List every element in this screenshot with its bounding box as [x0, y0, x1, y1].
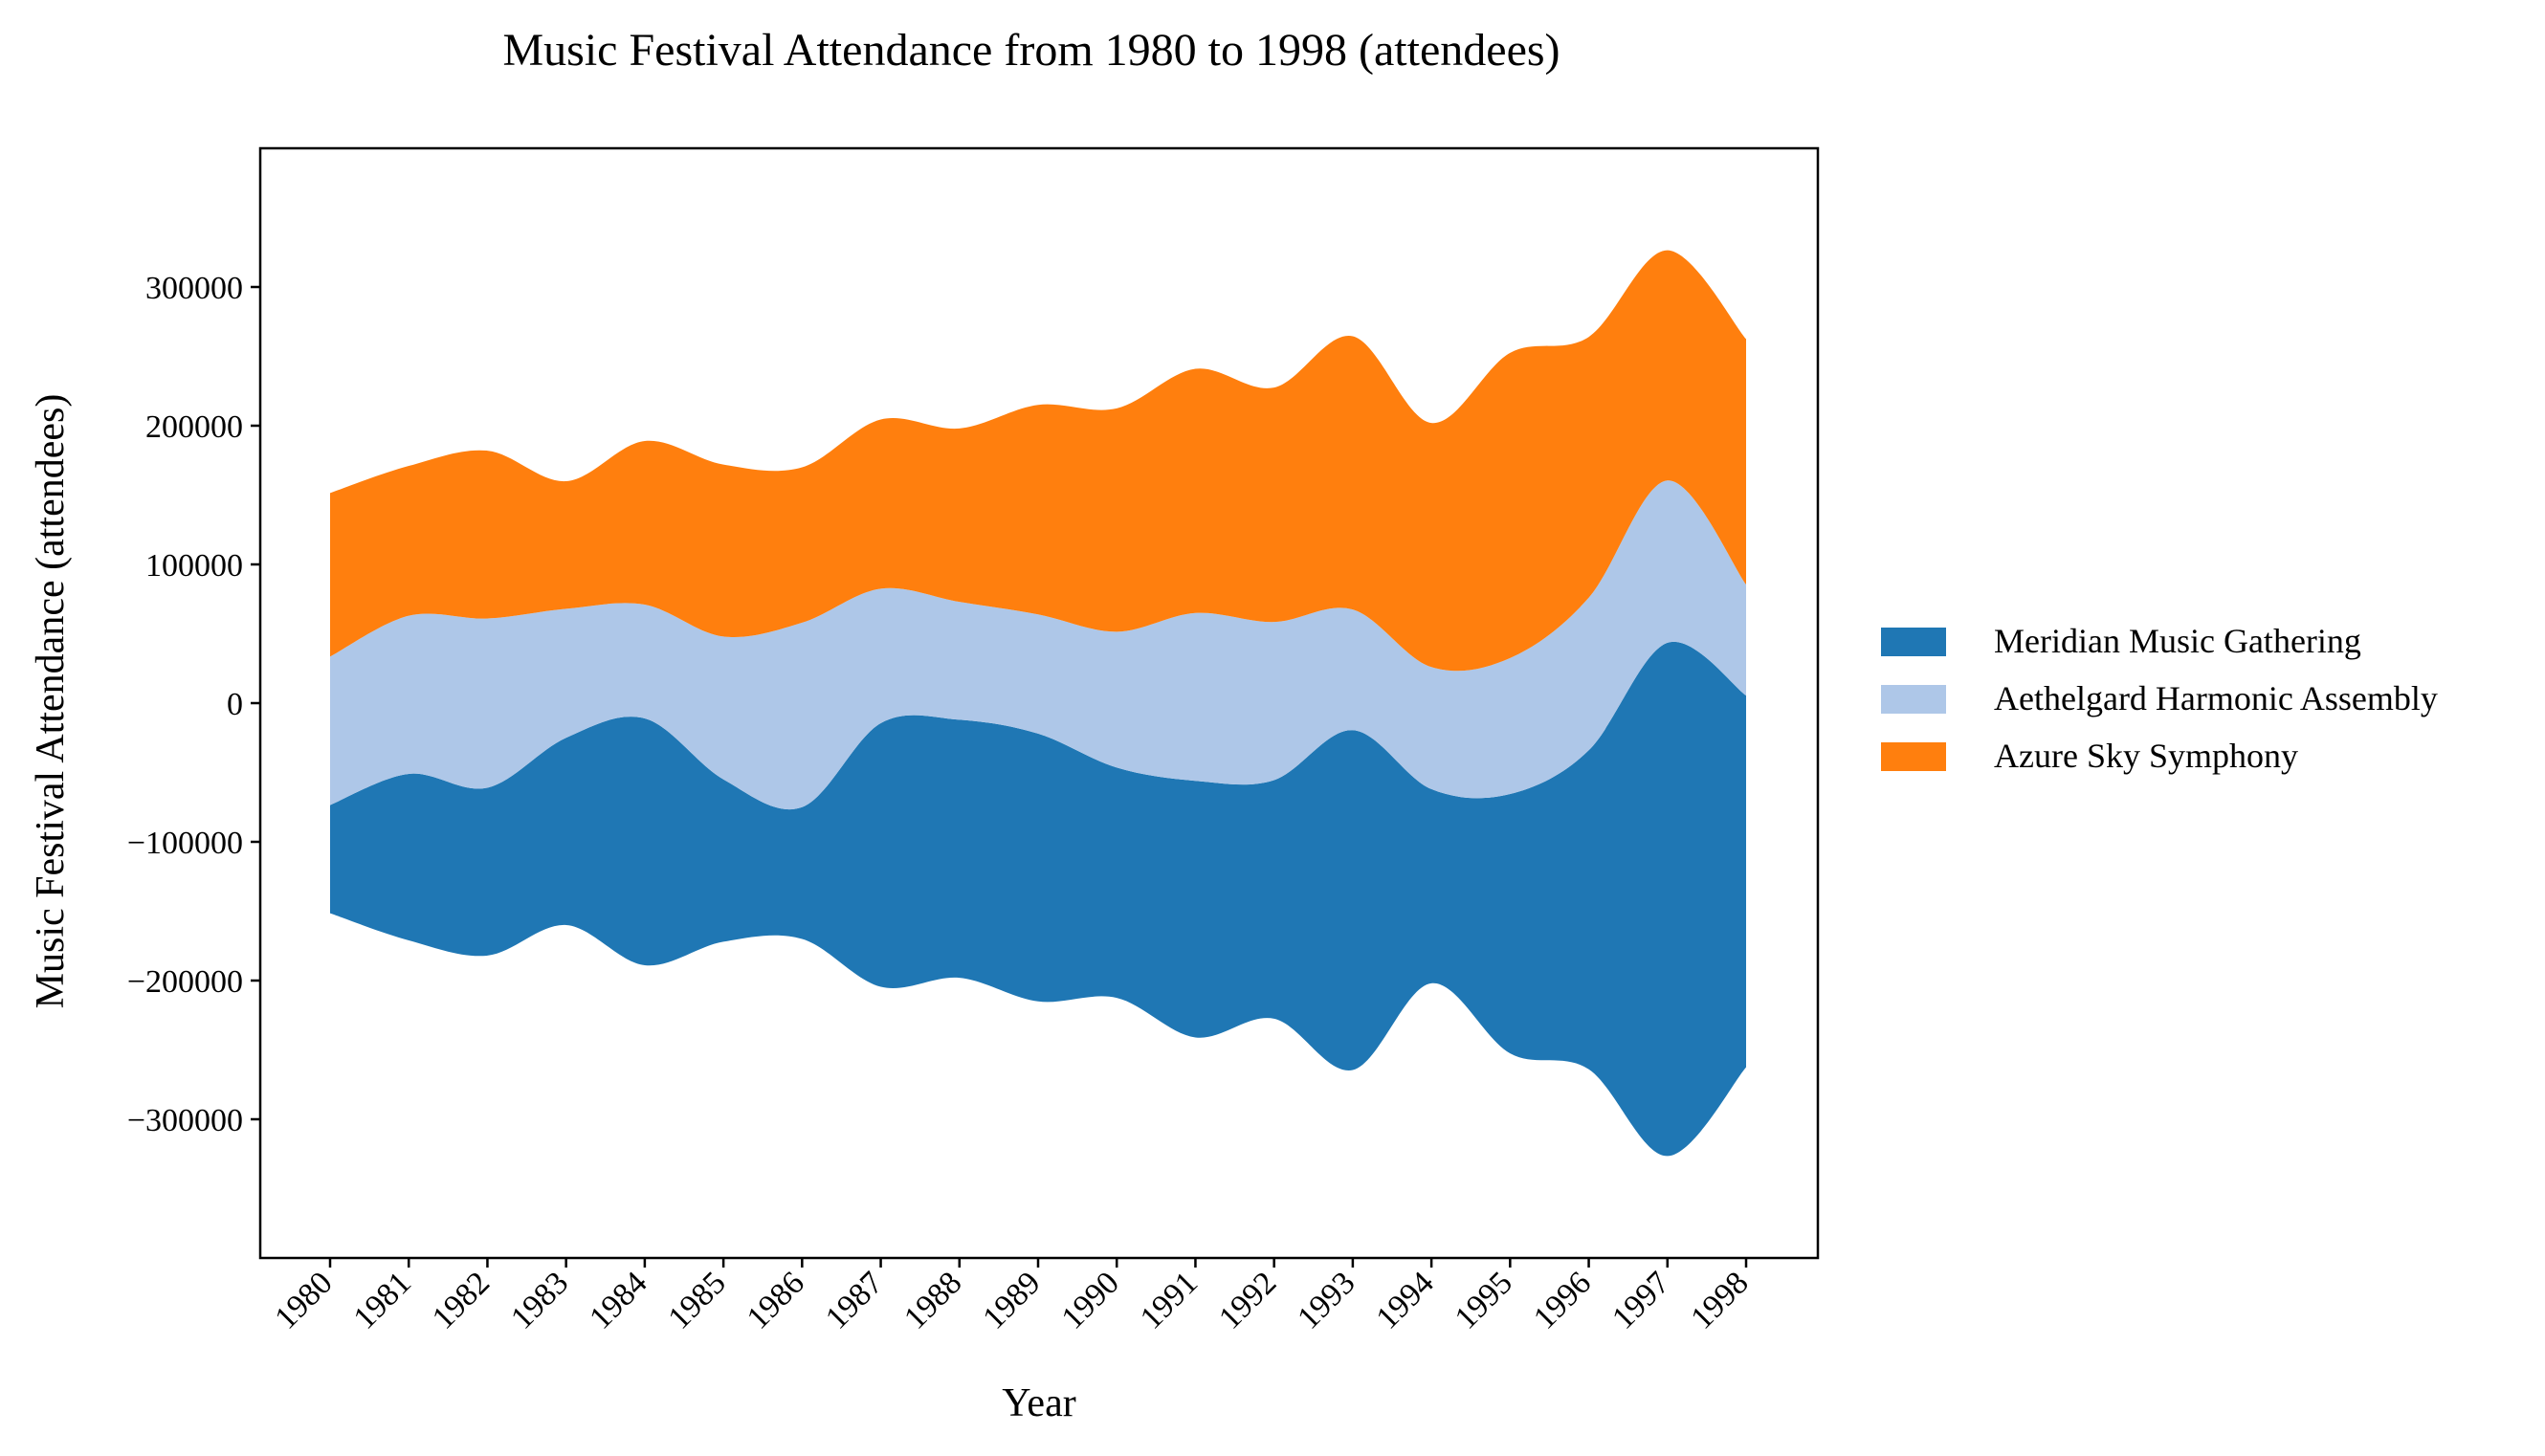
x-tick-label: 1987 — [819, 1265, 890, 1335]
x-axis-label: Year — [1002, 1381, 1075, 1425]
x-tick-label: 1995 — [1449, 1265, 1519, 1335]
y-axis-label: Music Festival Attendance (attendees) — [29, 394, 73, 1009]
x-tick-label: 1991 — [1134, 1265, 1205, 1335]
legend: Meridian Music Gathering Aethelgard Harmo… — [1881, 622, 2438, 775]
x-tick-label: 1983 — [504, 1265, 575, 1335]
x-tick-label: 1993 — [1291, 1265, 1361, 1335]
y-tick-label: 200000 — [145, 409, 243, 445]
stream-layers — [330, 250, 1746, 1157]
y-axis: −300000 −200000 −100000 0 100000 200000 300000 — [127, 271, 260, 1138]
x-tick-label: 1986 — [741, 1265, 811, 1335]
stream-meridian-music-gathering — [330, 641, 1746, 1157]
legend-label: Azure Sky Symphony — [1994, 737, 2298, 775]
x-tick-label: 1992 — [1212, 1265, 1283, 1335]
x-tick-label: 1988 — [897, 1265, 968, 1335]
legend-swatch — [1881, 685, 1946, 714]
legend-swatch — [1881, 628, 1946, 656]
x-tick-label: 1994 — [1370, 1265, 1441, 1335]
x-tick-label: 1989 — [976, 1265, 1047, 1335]
stream-azure-sky-symphony — [330, 250, 1746, 672]
x-axis: 1980 1981 1982 1983 1984 1985 1986 1987 1988 1989… — [268, 1258, 1756, 1336]
x-tick-label: 1984 — [583, 1265, 653, 1335]
legend-swatch — [1881, 742, 1946, 771]
y-tick-label: 300000 — [145, 271, 243, 306]
y-tick-label: −100000 — [127, 826, 243, 861]
y-tick-label: 0 — [227, 687, 243, 722]
y-tick-label: 100000 — [145, 548, 243, 584]
x-tick-label: 1996 — [1527, 1265, 1598, 1335]
x-tick-label: 1990 — [1055, 1265, 1126, 1335]
x-tick-label: 1982 — [426, 1265, 497, 1335]
stream-aethelgard-harmonic-assembly — [330, 480, 1746, 810]
y-tick-label: −300000 — [127, 1103, 243, 1138]
chart-title: Music Festival Attendance from 1980 to 1… — [502, 25, 1560, 76]
x-tick-label: 1981 — [347, 1265, 418, 1335]
x-tick-label: 1997 — [1605, 1265, 1676, 1335]
x-tick-label: 1998 — [1684, 1265, 1755, 1335]
x-tick-label: 1985 — [662, 1265, 733, 1335]
y-tick-label: −200000 — [127, 964, 243, 1000]
x-tick-label: 1980 — [268, 1265, 339, 1335]
legend-label: Meridian Music Gathering — [1994, 622, 2361, 660]
legend-label: Aethelgard Harmonic Assembly — [1994, 679, 2438, 717]
